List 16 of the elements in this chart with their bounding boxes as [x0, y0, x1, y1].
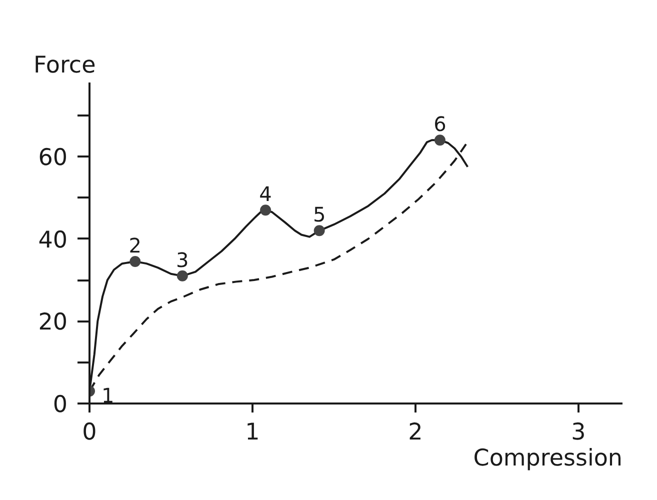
annotation: 6	[434, 112, 446, 136]
x-tick-label: 2	[408, 420, 423, 446]
y-tick-label: 40	[38, 227, 68, 254]
y-tick-label: 60	[38, 145, 68, 172]
annotation: 3	[176, 248, 189, 272]
x-tick-label: 0	[82, 420, 97, 446]
annotation: 2	[128, 234, 142, 258]
x-tick-label: 3	[571, 420, 586, 446]
annotation: 5	[312, 202, 326, 227]
annotation: 1	[102, 384, 114, 408]
x-axis-title: Compression	[473, 446, 623, 472]
y-tick-label: 20	[38, 310, 68, 336]
y-axis-title: Force	[34, 52, 96, 78]
x-tick-label: 1	[245, 420, 260, 446]
y-tick-label: 0	[52, 392, 68, 418]
annotation: 4	[259, 182, 272, 206]
